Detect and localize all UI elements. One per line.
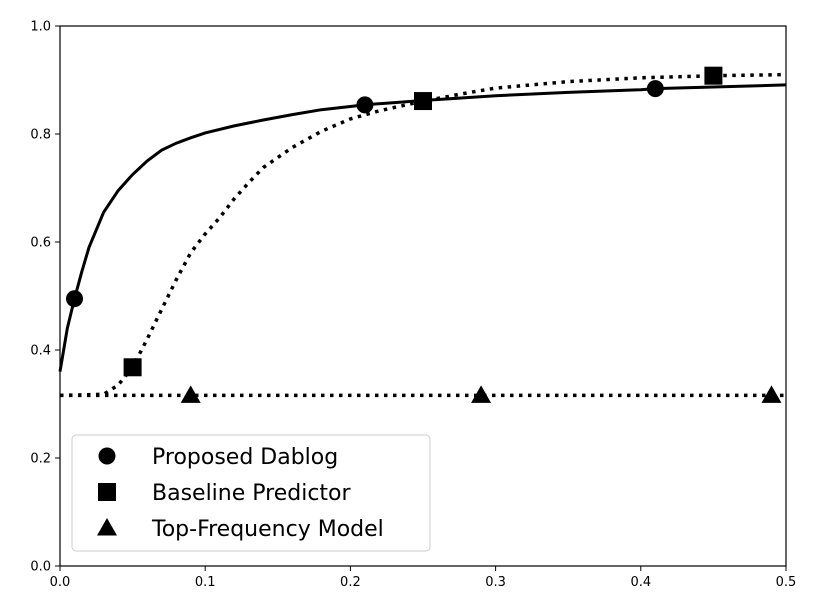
series-1-marker — [356, 96, 374, 114]
x-tick-label: 0.0 — [50, 575, 71, 590]
legend-label-2: Baseline Predictor — [152, 481, 352, 506]
legend-label-1: Proposed Dablog — [152, 445, 338, 470]
x-tick-label: 0.1 — [195, 575, 216, 590]
y-tick-label: 1.0 — [30, 20, 51, 35]
y-axis: 0.0 0.2 0.4 0.6 0.8 1.0 — [30, 20, 60, 575]
legend-marker-3 — [97, 518, 117, 536]
legend-marker-1 — [98, 447, 116, 465]
y-tick-label: 0.8 — [30, 128, 51, 143]
series-2-marker — [123, 358, 142, 377]
legend-marker-2 — [98, 483, 116, 501]
legend: Proposed Dablog Baseline Predictor Top-Fre… — [71, 434, 431, 552]
x-tick-label: 0.3 — [485, 575, 506, 590]
y-tick-label: 0.2 — [30, 452, 51, 467]
legend-box — [71, 434, 431, 552]
y-tick-label: 0.4 — [30, 344, 51, 359]
y-tick-label: 0.6 — [30, 236, 51, 251]
x-tick-label: 0.4 — [630, 575, 651, 590]
series-2-marker — [414, 92, 432, 111]
series-1-marker — [66, 290, 84, 308]
x-tick-label: 0.2 — [340, 575, 361, 590]
series-3-marker — [180, 385, 201, 403]
series-3-marker — [471, 385, 492, 403]
series-line-2 — [59, 72, 787, 398]
y-tick-label: 0.0 — [30, 560, 51, 575]
series-2-marker — [704, 66, 723, 85]
plot-frame — [59, 25, 787, 567]
x-axis: 0.0 0.1 0.2 0.3 0.4 0.5 — [50, 566, 797, 590]
series-3-marker — [761, 385, 782, 403]
x-tick-label: 0.5 — [776, 575, 797, 590]
series-markers — [66, 66, 782, 403]
series-line-1 — [58, 83, 787, 372]
legend-label-3: Top-Frequency Model — [151, 517, 384, 542]
series-lines — [58, 72, 787, 398]
series-1-marker — [646, 80, 664, 98]
